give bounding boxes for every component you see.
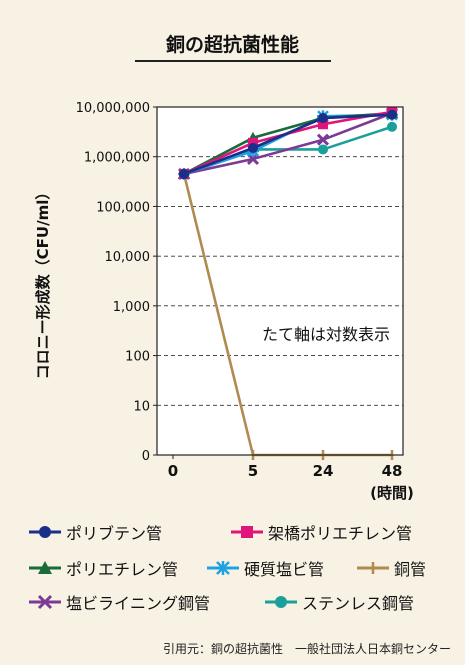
legend-label: ポリブテン管 xyxy=(66,524,163,543)
plot-frame xyxy=(156,106,404,456)
legend-label: 硬質塩ビ管 xyxy=(244,560,325,579)
y-tick-label: 100,000 xyxy=(96,200,150,215)
data-point xyxy=(38,561,52,574)
data-point xyxy=(248,142,258,153)
chart-title: 銅の超抗菌性能 xyxy=(165,34,299,56)
legend-label: ポリエチレン管 xyxy=(66,560,179,579)
legend-swatch xyxy=(231,526,263,538)
y-tick-label: 10 xyxy=(133,399,150,414)
title-underline xyxy=(135,60,331,62)
data-point xyxy=(216,561,230,575)
series-lines xyxy=(177,106,399,460)
series-line xyxy=(183,113,393,176)
x-tick-label: 24 xyxy=(313,462,334,480)
legend-swatch xyxy=(207,561,239,575)
log-scale-annotation: たて軸は対数表示 xyxy=(262,325,390,344)
y-axis-label: コロニー形成数（CFU/ml） xyxy=(34,185,52,380)
legend-item: ポリブテン管 xyxy=(28,520,162,544)
source-credit: 引用元：銅の超抗菌性 一般社団法人日本銅センター xyxy=(162,642,451,656)
legend-item: 硬質塩ビ管 xyxy=(206,556,324,580)
legend-swatch xyxy=(265,596,297,608)
legend-swatch xyxy=(29,526,61,538)
legend-swatch xyxy=(29,561,61,574)
legend-swatch xyxy=(357,562,389,574)
data-point xyxy=(387,121,397,132)
y-tick-label: 1,000,000 xyxy=(84,151,150,166)
y-tick-label: 10,000,000 xyxy=(76,101,150,116)
x-tick-label: 5 xyxy=(248,462,258,480)
data-point xyxy=(387,109,397,120)
data-point xyxy=(275,596,287,608)
series-0 xyxy=(179,109,397,179)
legend-item: 銅管 xyxy=(356,556,426,580)
plot-background xyxy=(157,107,403,455)
legend-label: 架橋ポリエチレン管 xyxy=(268,524,413,543)
data-point xyxy=(316,133,330,146)
y-tick-label: 0 xyxy=(142,449,150,464)
legend-item: ポリエチレン管 xyxy=(28,556,178,580)
y-tick-labels: 0 10 100 1,000 10,000 100,000 1,000,000 10,000,… xyxy=(76,101,157,464)
data-point xyxy=(318,144,328,155)
x-tick-label: 0 xyxy=(168,462,178,480)
legend-item: ステンレス鋼管 xyxy=(264,590,414,614)
data-point xyxy=(241,526,253,538)
legend-swatch xyxy=(29,594,61,610)
x-axis-label: (時間) xyxy=(370,484,414,502)
x-tick-labels: 0 5 24 48 xyxy=(168,455,403,480)
data-point xyxy=(248,137,258,148)
y-tick-label: 1,000 xyxy=(113,300,150,315)
grid-lines xyxy=(157,156,403,406)
data-point xyxy=(39,526,51,538)
legend-label: 銅管 xyxy=(394,560,427,579)
y-tick-label: 100 xyxy=(125,350,150,365)
data-point xyxy=(179,168,189,179)
chart-plot: 0 10 100 1,000 10,000 100,000 1,000,000 10,000,… xyxy=(34,101,414,502)
legend-label: 塩ビライニング鋼管 xyxy=(66,594,211,613)
x-tick-label: 48 xyxy=(382,462,403,480)
legend-item: 塩ビライニング鋼管 xyxy=(28,590,210,614)
data-point-stroke xyxy=(37,594,53,610)
legend-label: ステンレス鋼管 xyxy=(302,594,415,613)
legend-item: 架橋ポリエチレン管 xyxy=(230,520,412,544)
data-point-stroke xyxy=(316,133,330,146)
y-tick-label: 10,000 xyxy=(105,250,151,265)
data-point xyxy=(37,594,53,610)
data-point xyxy=(318,113,328,124)
series-line xyxy=(183,111,393,176)
data-point xyxy=(318,119,328,130)
